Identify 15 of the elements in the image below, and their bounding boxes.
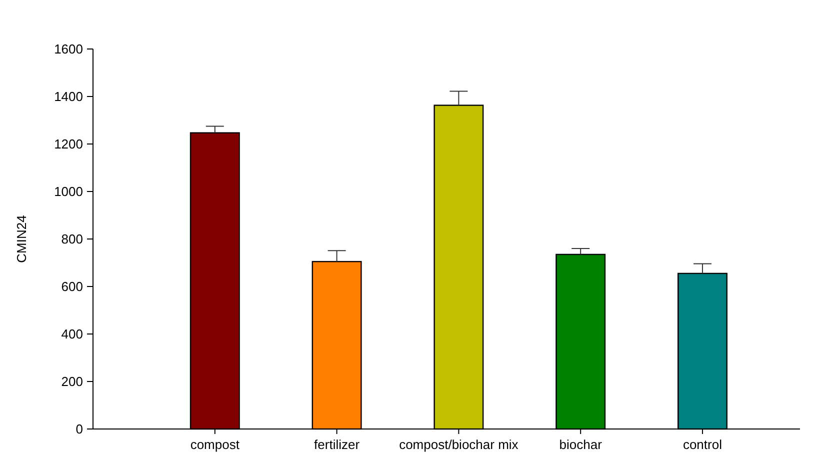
y-tick-label: 600	[61, 279, 83, 294]
y-tick-label: 1200	[54, 136, 83, 152]
x-tick-label: fertilizer	[314, 437, 360, 452]
y-tick-label: 200	[61, 374, 83, 390]
x-tick-label: biochar	[559, 437, 603, 452]
x-tick-label: compost/biochar mix	[399, 437, 519, 452]
y-tick-label: 1000	[54, 184, 83, 200]
y-tick-label: 1400	[54, 89, 83, 104]
x-tick-label: control	[682, 437, 722, 452]
y-axis-title: CMIN24	[14, 215, 29, 263]
x-tick-label: compost	[190, 437, 240, 452]
y-tick-label: 0	[76, 422, 83, 437]
y-tick-label: 800	[61, 232, 83, 247]
y-tick-label: 400	[61, 326, 83, 342]
y-tick-label: 1600	[54, 42, 83, 57]
